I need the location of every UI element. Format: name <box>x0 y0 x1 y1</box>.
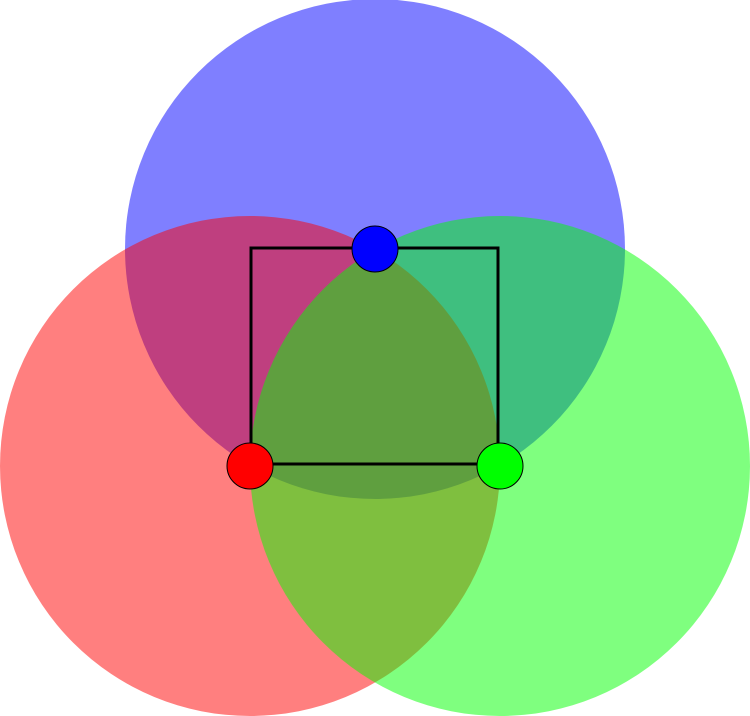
blue-point[interactable] <box>351 225 399 273</box>
green-point[interactable] <box>476 442 524 490</box>
red-point[interactable] <box>226 442 274 490</box>
